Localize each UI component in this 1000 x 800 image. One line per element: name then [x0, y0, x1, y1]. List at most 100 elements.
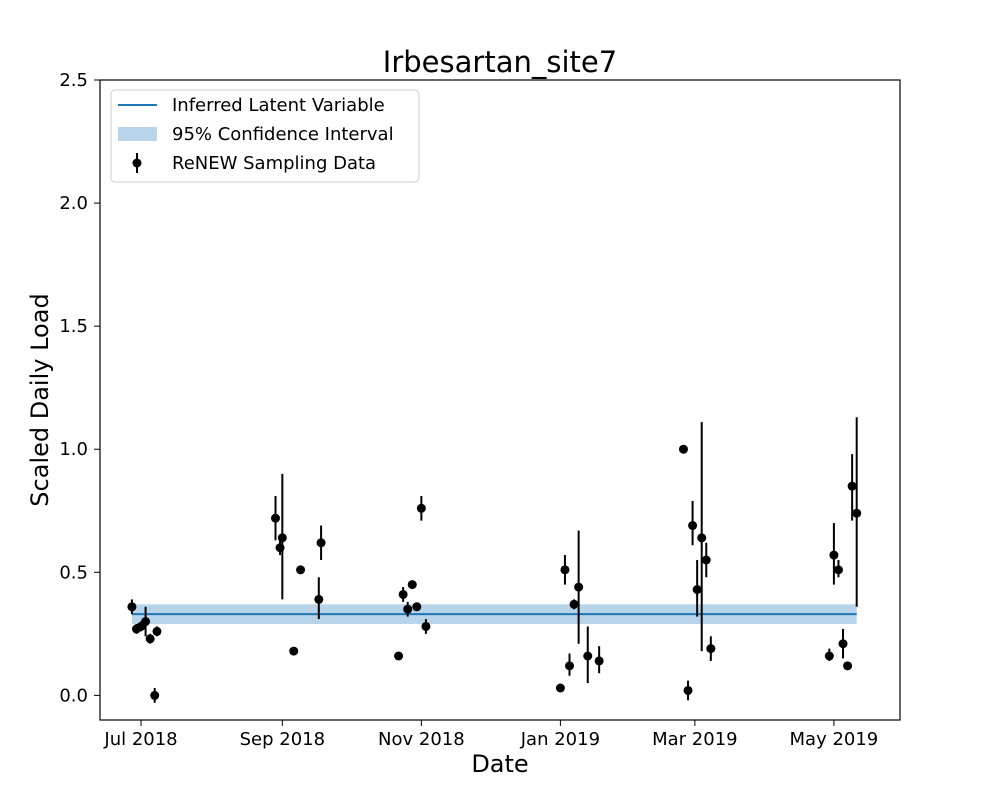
point-marker [583, 651, 593, 661]
point-marker [824, 651, 834, 661]
y-tick-label: 0.0 [59, 685, 88, 706]
data-point [407, 580, 417, 590]
data-point [152, 626, 162, 637]
data-point [314, 577, 324, 620]
data-point [398, 587, 408, 602]
y-axis-title: Scaled Daily Load [26, 293, 54, 506]
point-marker [678, 444, 688, 454]
data-point [847, 454, 857, 521]
data-point [127, 599, 137, 615]
point-marker [403, 604, 413, 614]
x-tick-label: Mar 2019 [652, 729, 738, 750]
y-tick-label: 1.0 [59, 439, 88, 460]
data-point [678, 444, 688, 454]
point-marker [289, 646, 299, 656]
point-marker [127, 602, 137, 612]
point-marker [141, 617, 151, 627]
point-marker [701, 555, 711, 565]
point-marker [145, 634, 155, 644]
point-marker [398, 589, 408, 599]
data-point [394, 651, 404, 661]
point-marker [407, 580, 417, 590]
legend-band-swatch [118, 127, 157, 141]
data-point [692, 560, 702, 617]
point-marker [565, 661, 575, 671]
point-marker [697, 533, 707, 543]
plot-frame [99, 79, 901, 721]
data-point [829, 523, 839, 585]
point-marker [560, 565, 570, 575]
data-point [852, 417, 862, 607]
point-marker [316, 538, 326, 548]
data-point [141, 606, 151, 637]
legend: Inferred Latent Variable 95% Confidence … [110, 89, 420, 183]
point-marker [296, 565, 306, 575]
data-point [574, 530, 584, 644]
point-marker [421, 621, 431, 631]
x-tick-label: May 2019 [790, 729, 879, 750]
x-tick-label: Nov 2018 [378, 729, 465, 750]
data-point [565, 653, 575, 676]
legend-box [110, 89, 420, 183]
point-marker [412, 602, 422, 612]
data-point [824, 648, 834, 661]
point-marker [852, 508, 862, 518]
data-point [150, 688, 160, 703]
point-marker [394, 651, 404, 661]
axis-ticks: Jul 2018 Sep 2018 Nov 2018 Jan 2019 Mar 2019… [59, 70, 878, 750]
point-marker [838, 639, 848, 649]
legend-label-ci: 95% Confidence Interval [172, 124, 394, 145]
data-point [838, 628, 848, 659]
point-marker [270, 513, 280, 523]
x-tick-label: Jul 2018 [103, 729, 177, 750]
data-point [316, 525, 326, 560]
data-point [569, 599, 579, 610]
y-tick-label: 1.5 [59, 316, 88, 337]
data-point [560, 555, 570, 585]
point-marker [150, 690, 160, 700]
x-tick-label: Sep 2018 [240, 729, 325, 750]
chart-title: Irbesartan_site7 [383, 45, 617, 79]
point-marker [152, 626, 162, 636]
data-point [296, 565, 306, 575]
point-marker [829, 550, 839, 560]
data-point [583, 626, 593, 684]
legend-label-data: ReNEW Sampling Data [172, 153, 376, 174]
data-point [421, 619, 431, 634]
point-marker [847, 481, 857, 491]
point-marker [574, 582, 584, 592]
data-point [843, 661, 853, 671]
data-point [833, 560, 843, 578]
point-marker [683, 685, 693, 695]
data-point [706, 636, 716, 661]
point-marker [594, 656, 604, 666]
point-marker [569, 599, 579, 609]
data-point [701, 542, 711, 578]
data-point [594, 646, 604, 674]
data-point [403, 601, 413, 617]
data-point [270, 496, 280, 541]
data-point [416, 496, 426, 521]
data-point [688, 500, 698, 546]
y-tick-label: 2.0 [59, 193, 88, 214]
data-point [555, 683, 565, 693]
data-point [289, 646, 299, 656]
legend-point-swatch [132, 158, 142, 168]
data-point [277, 473, 287, 600]
y-tick-label: 0.5 [59, 562, 88, 583]
point-marker [843, 661, 853, 671]
point-marker [833, 565, 843, 575]
y-tick-label: 2.5 [59, 70, 88, 91]
point-marker [706, 644, 716, 654]
data-point [697, 422, 707, 652]
legend-label-latent: Inferred Latent Variable [172, 95, 385, 116]
data-point [145, 633, 155, 644]
point-marker [277, 533, 287, 543]
point-marker [688, 521, 698, 531]
x-axis-title: Date [471, 750, 528, 778]
point-marker [555, 683, 565, 693]
plot-area [127, 417, 862, 703]
data-point [683, 680, 693, 701]
x-tick-label: Jan 2019 [520, 729, 600, 750]
